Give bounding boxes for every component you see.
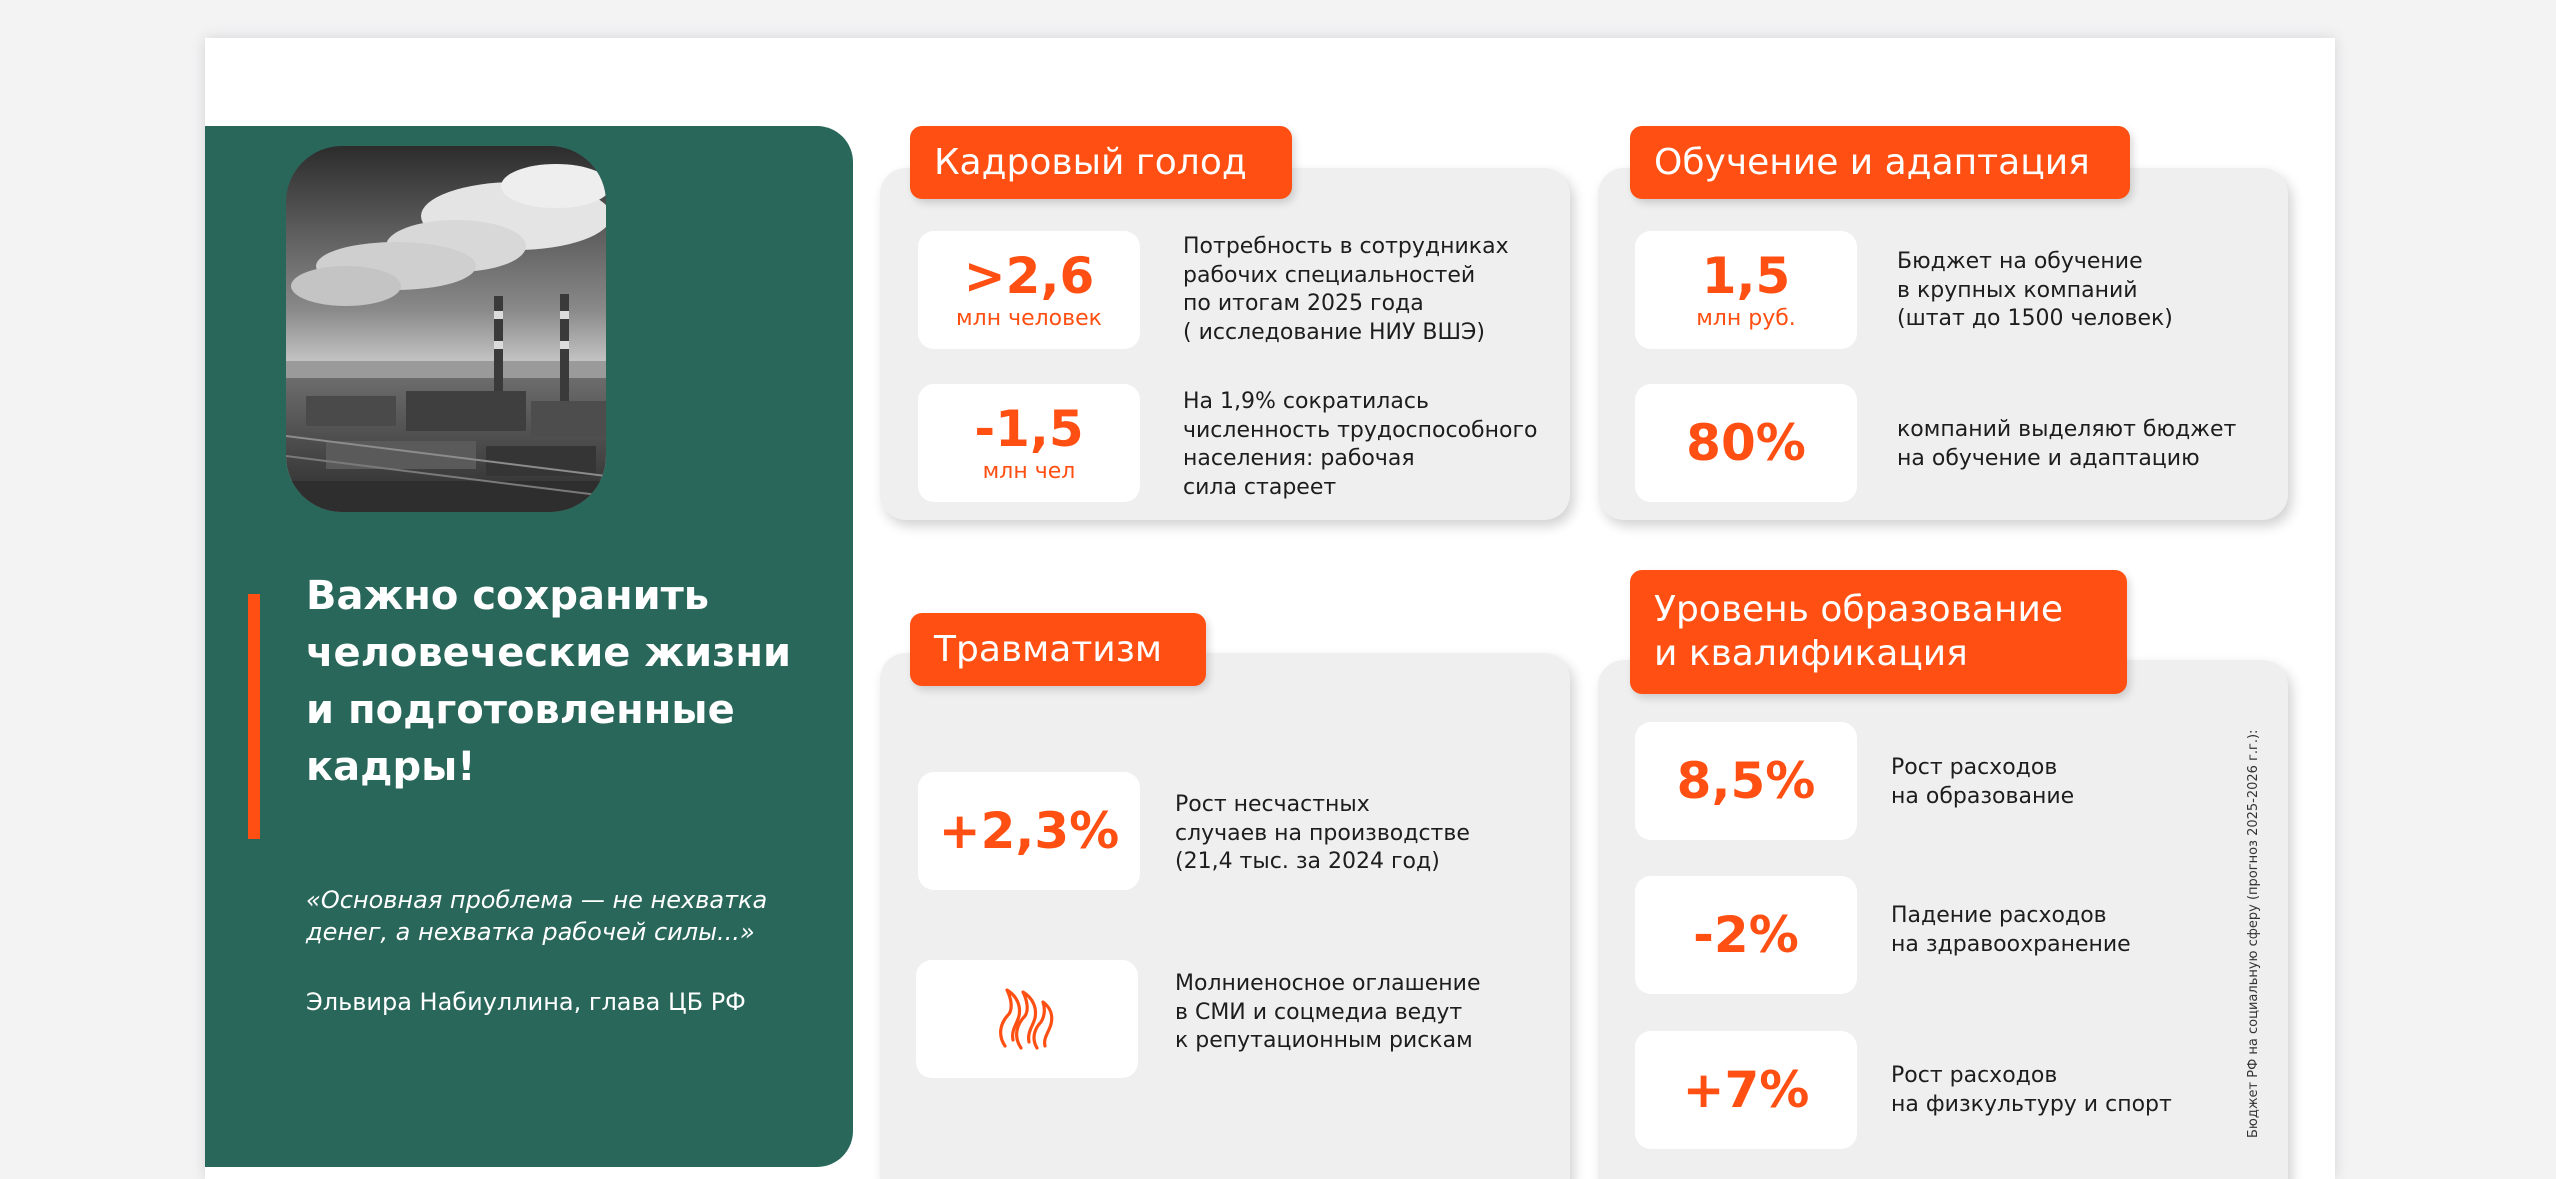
stat-description: Молниеносное оглашение в СМИ и соцмедиа … bbox=[1175, 971, 1481, 1053]
stat-description: Рост несчастных случаев на производстве … bbox=[1175, 792, 1470, 874]
stat-unit: млн человек bbox=[956, 306, 1102, 331]
factory-photo bbox=[286, 146, 606, 512]
stat-description: компаний выделяют бюджет на обучение и а… bbox=[1897, 417, 2237, 471]
factory-image bbox=[286, 146, 606, 512]
stat-description: Рост расходов на физкультуру и спорт bbox=[1891, 1063, 2172, 1117]
stat-description: Бюджет на обучение в крупных компаний (ш… bbox=[1897, 249, 2173, 331]
stat-value: 1,5 bbox=[1701, 247, 1791, 305]
flame-icon bbox=[999, 988, 1054, 1050]
injuries-card bbox=[880, 653, 1570, 1179]
stat-description: На 1,9% сократилась численность трудоспо… bbox=[1183, 389, 1538, 500]
stat-description: Падение расходов на здравоохранение bbox=[1891, 903, 2131, 957]
stat-box bbox=[916, 960, 1138, 1078]
budget-side-note: Бюджет РФ на социальную сферу (прогноз 2… bbox=[2246, 729, 2261, 1138]
stat-box: -1,5 млн чел bbox=[918, 384, 1140, 502]
injuries-title: Травматизм bbox=[910, 613, 1206, 686]
accent-bar bbox=[248, 594, 260, 839]
stat-unit: млн руб. bbox=[1696, 306, 1796, 331]
stat-box: 1,5 млн руб. bbox=[1635, 231, 1857, 349]
stat-value: 80% bbox=[1686, 414, 1806, 472]
quote: «Основная проблема — не нехватка денег, … bbox=[306, 886, 768, 946]
education-title: Уровень образование и квалификация bbox=[1630, 570, 2127, 694]
staff-shortage-title: Кадровый голод bbox=[910, 126, 1292, 199]
stat-description: Потребность в сотрудниках рабочих специа… bbox=[1183, 234, 1509, 345]
stat-box: +7% bbox=[1635, 1031, 1857, 1149]
stat-box: -2% bbox=[1635, 876, 1857, 994]
training-title: Обучение и адаптация bbox=[1630, 126, 2130, 199]
stat-description: Рост расходов на образование bbox=[1891, 755, 2075, 809]
stat-box: 8,5% bbox=[1635, 722, 1857, 840]
headline: Важно сохранить человеческие жизни и под… bbox=[306, 573, 792, 790]
stat-box: >2,6 млн человек bbox=[918, 231, 1140, 349]
stat-value: 8,5% bbox=[1676, 752, 1816, 810]
stat-value: -1,5 bbox=[974, 400, 1084, 458]
stat-value: +2,3% bbox=[938, 802, 1120, 860]
stat-value: >2,6 bbox=[963, 247, 1095, 305]
left-panel: Важно сохранить человеческие жизни и под… bbox=[205, 126, 853, 1167]
stat-box: +2,3% bbox=[918, 772, 1140, 890]
stat-unit: млн чел bbox=[982, 459, 1076, 484]
stat-box: 80% bbox=[1635, 384, 1857, 502]
stat-value: +7% bbox=[1682, 1061, 1810, 1119]
infographic-page: Важно сохранить человеческие жизни и под… bbox=[205, 38, 2335, 1179]
stat-value: -2% bbox=[1693, 906, 1799, 964]
quote-author: Эльвира Набиуллина, глава ЦБ РФ bbox=[306, 988, 746, 1016]
